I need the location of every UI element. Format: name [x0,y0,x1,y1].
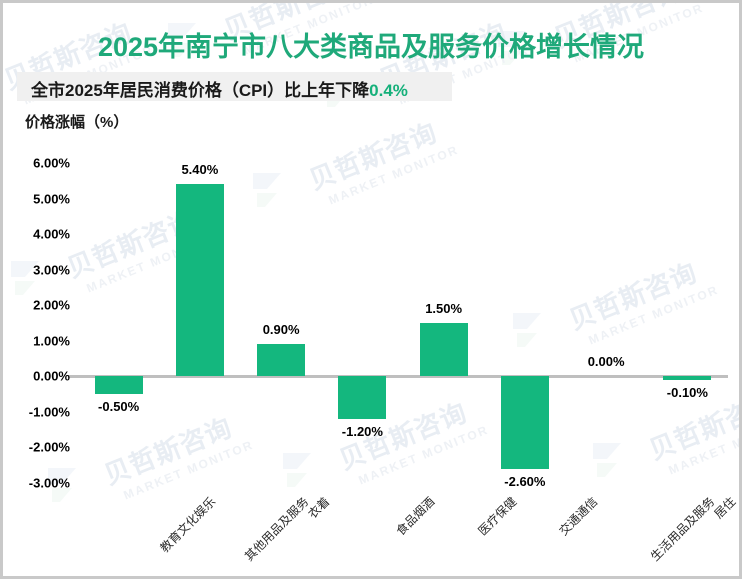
x-axis-category-label-5: 交通通信 [556,494,601,539]
bar-value-label-6: 0.00% [587,354,625,370]
bar-5[interactable] [500,376,549,469]
y-axis-tick-label: 2.00% [33,297,70,313]
x-axis-category-label-3: 食品烟酒 [393,494,438,539]
subtitle-highlight-value: 0.4% [369,81,408,100]
bar-4[interactable] [419,323,468,377]
bar-value-label-3: -1.20% [341,424,383,439]
y-axis-tick-label: 0.00% [33,368,70,384]
y-axis-tick-label: 1.00% [33,333,70,349]
subtitle-band [17,72,452,101]
chart-title: 2025年南宁市八大类商品及服务价格增长情况 [97,32,645,62]
zero-baseline [68,375,728,379]
bar-3[interactable] [338,376,387,419]
subtitle-text: 全市2025年居民消费价格（CPI）比上年下降 [31,81,370,100]
bar-1[interactable] [175,184,224,377]
x-axis-category-label-0: 教育文化娱乐 [157,494,218,556]
bar-7[interactable] [663,376,712,381]
y-axis-tick-label: 4.00% [33,226,70,242]
plot-area: 6.00% 5.00% 4.00% 3.00% 2.00% 1.00% 0.00% -1.00… [29,156,739,564]
x-axis-category-label-4: 医疗保健 [475,494,519,539]
y-axis-tick-label: -2.00% [28,439,70,455]
bar-value-label-2: 0.90% [262,322,300,338]
bar-0[interactable] [94,376,143,395]
bar-value-label-7: -0.10% [666,385,708,401]
x-axis-category-label-7: 居住 [711,494,739,522]
x-axis-category-label-1: 其他用品及服务 [241,494,312,564]
y-axis-tick-label: 5.00% [33,191,70,207]
y-axis-tick-label: 6.00% [33,155,70,171]
bar-value-label-1: 5.40% [181,162,219,178]
y-axis-unit-label: 价格涨幅（%） [25,114,129,131]
y-axis-tick-label: 3.00% [33,262,70,278]
bar-value-label-5: -2.60% [504,473,546,489]
bar-2[interactable] [257,344,306,377]
y-axis-tick-label: -3.00% [28,475,70,491]
bar-value-label-4: 1.50% [425,301,463,316]
chart-subtitle: 全市2025年居民消费价格（CPI）比上年下降0.4% [31,76,408,101]
x-axis-category-label-2: 衣着 [305,494,333,522]
bar-value-label-0: -0.50% [98,399,140,415]
x-axis-category-label-6: 生活用品及服务 [648,494,718,564]
y-axis-tick-label: -1.00% [28,404,70,420]
